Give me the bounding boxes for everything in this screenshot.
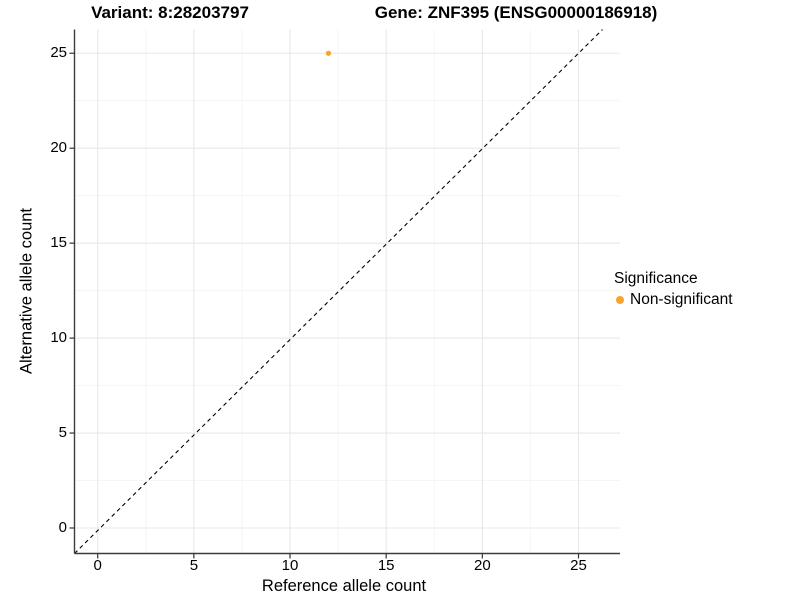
y-tick-label: 5 <box>58 424 67 442</box>
legend-item-label: Non-significant <box>630 291 733 308</box>
legend-title: Significance <box>614 270 698 287</box>
variant-title: Variant: 8:28203797 <box>91 3 249 22</box>
y-tick-label: 20 <box>50 139 67 157</box>
gene-title: Gene: ZNF395 (ENSG00000186918) <box>374 3 658 22</box>
orange-point-icon <box>616 296 624 304</box>
major-gridlines <box>74 29 620 554</box>
x-axis-title: Reference allele count <box>261 577 427 595</box>
x-tick-label: 20 <box>473 557 491 574</box>
y-tick-label: 25 <box>50 44 67 62</box>
legend: Significance Non-significant <box>614 269 733 309</box>
x-tick-label: 25 <box>570 557 587 574</box>
minor-gridlines <box>74 29 620 554</box>
x-tick-label: 0 <box>93 557 102 574</box>
identity-reference-line <box>74 29 603 554</box>
x-tick-label: 5 <box>189 557 199 574</box>
y-tick-label: 0 <box>58 519 67 536</box>
scatter-point <box>325 50 332 56</box>
y-tick-label: 15 <box>50 234 67 252</box>
x-tick-label: 15 <box>377 557 395 574</box>
axis-lines-and-ticks <box>69 29 620 559</box>
dashed-identity-line <box>74 29 603 554</box>
data-points <box>325 50 332 56</box>
legend-item: Non-significant <box>614 291 733 309</box>
y-axis-title: Alternative allele count <box>17 207 36 375</box>
y-tick-label: 10 <box>50 329 67 347</box>
x-tick-label: 10 <box>281 557 299 574</box>
